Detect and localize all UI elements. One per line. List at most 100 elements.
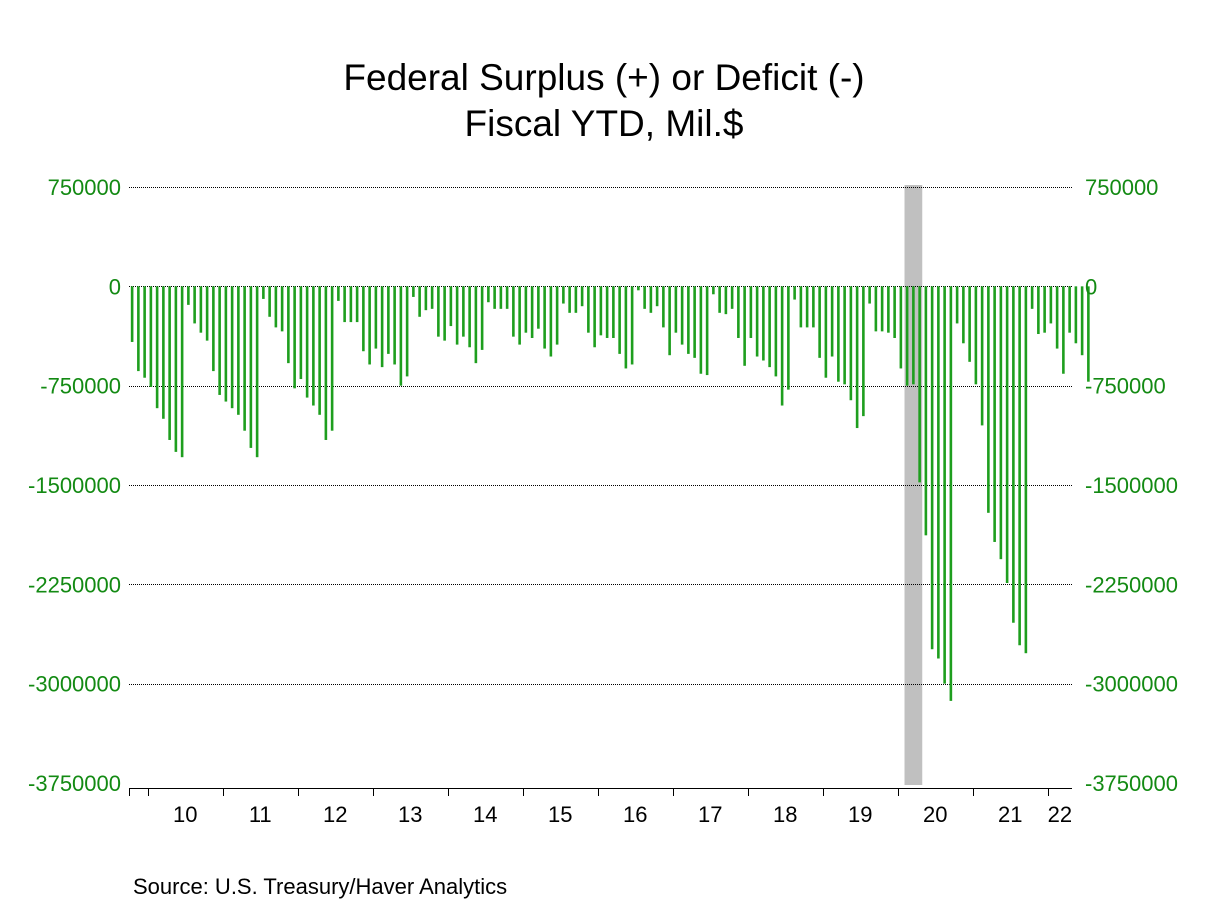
bar: [512, 286, 515, 337]
bar: [699, 286, 703, 374]
bar: [768, 286, 771, 368]
bar: [918, 286, 921, 483]
bar: [130, 286, 134, 342]
bar: [849, 286, 853, 401]
bar: [343, 286, 346, 323]
bar: [337, 286, 340, 301]
bar: [1012, 286, 1015, 623]
y-tick-label-left: -3750000: [28, 771, 121, 796]
bar: [324, 286, 328, 440]
x-tick-label: 11: [249, 802, 272, 827]
bar: [905, 286, 909, 386]
bar: [618, 286, 621, 354]
bar: [412, 286, 415, 297]
y-tick-label-left: -2250000: [28, 572, 121, 597]
bar: [155, 286, 159, 409]
x-tick-label: 21: [998, 802, 1022, 827]
bar: [1030, 286, 1034, 309]
bar: [1087, 286, 1090, 382]
bar: [812, 286, 815, 328]
bar: [830, 286, 834, 357]
y-tick-label-right: -3000000: [1085, 672, 1178, 697]
bar: [899, 286, 903, 369]
bar: [562, 286, 565, 304]
bar: [737, 286, 740, 338]
bar: [449, 286, 453, 327]
bar: [680, 286, 684, 345]
source-note: Source: U.S. Treasury/Haver Analytics: [133, 874, 508, 899]
bar: [1055, 286, 1059, 349]
chart-subtitle: Fiscal YTD, Mil.$: [464, 103, 744, 144]
bar: [712, 286, 715, 295]
bar: [299, 286, 303, 380]
bar: [837, 286, 840, 382]
bar: [843, 286, 846, 385]
bar: [718, 286, 721, 313]
bar: [1049, 286, 1053, 324]
y-tick-label-right: -750000: [1085, 374, 1166, 399]
bar: [824, 286, 828, 378]
y-tick-label-right: -3750000: [1085, 771, 1178, 796]
bar: [405, 286, 409, 377]
bar: [868, 286, 871, 304]
bar: [587, 286, 590, 333]
bar: [549, 286, 553, 357]
bar: [1037, 286, 1040, 335]
bar: [218, 286, 221, 395]
bar: [455, 286, 459, 345]
bar: [774, 286, 778, 377]
bar: [630, 286, 634, 365]
bar: [874, 286, 878, 332]
bar: [305, 286, 309, 398]
bar: [799, 286, 803, 328]
bar: [974, 286, 978, 385]
y-tick-label-right: 750000: [1085, 175, 1158, 200]
bar: [362, 286, 365, 352]
bar: [893, 286, 896, 338]
bar: [705, 286, 709, 376]
x-tick-label: 14: [473, 802, 497, 827]
bar: [149, 286, 153, 387]
bar: [237, 286, 240, 415]
bar: [962, 286, 965, 344]
bar: [399, 286, 403, 386]
bar: [924, 286, 928, 536]
bar: [180, 286, 184, 458]
bar: [1018, 286, 1021, 646]
bar: [730, 286, 734, 309]
bar: [1068, 286, 1071, 333]
bar: [262, 286, 265, 299]
bar: [887, 286, 890, 333]
bar: [280, 286, 284, 332]
bar: [593, 286, 596, 348]
bar: [387, 286, 390, 354]
bar: [999, 286, 1003, 560]
y-tick-label-left: 0: [109, 274, 121, 299]
bar: [380, 286, 384, 368]
bar: [287, 286, 290, 364]
x-tick-label: 20: [923, 802, 947, 827]
bar: [168, 286, 171, 440]
bar: [193, 286, 196, 324]
bar: [430, 286, 434, 309]
bar: [268, 286, 271, 317]
bar: [1024, 286, 1028, 654]
x-tick-label: 10: [173, 802, 197, 827]
bar: [1074, 286, 1078, 344]
y-tick-label-right: -1500000: [1085, 473, 1178, 498]
bar: [818, 286, 821, 358]
bar: [474, 286, 478, 364]
bar: [1062, 286, 1065, 374]
y-tick-label-left: -3000000: [28, 672, 121, 697]
bar: [755, 286, 759, 357]
bar: [655, 286, 659, 307]
bar: [862, 286, 865, 417]
bar: [137, 286, 140, 372]
bar: [524, 286, 528, 333]
bar: [349, 286, 353, 323]
bar: [355, 286, 359, 323]
bar: [487, 286, 490, 303]
bar: [574, 286, 578, 313]
